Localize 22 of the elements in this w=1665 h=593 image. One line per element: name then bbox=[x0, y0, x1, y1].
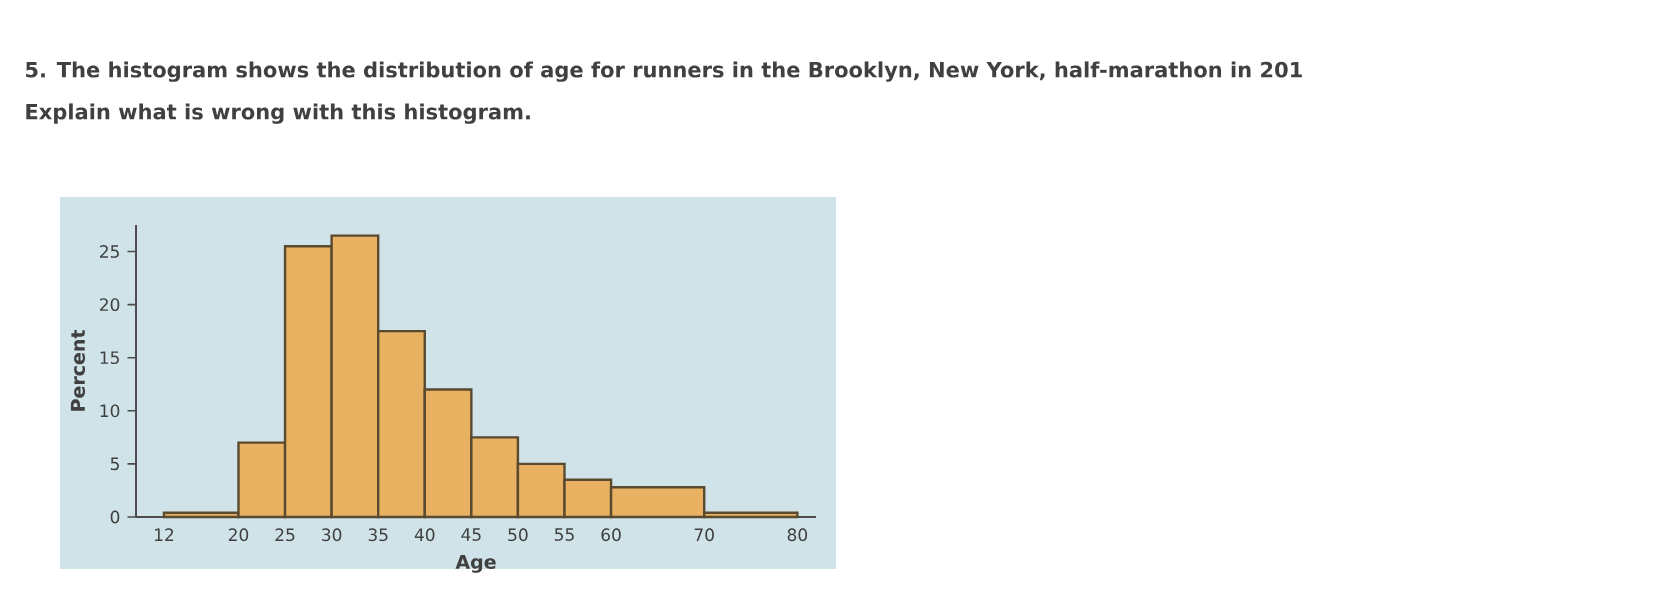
y-tick-label: 25 bbox=[100, 245, 119, 258]
y-tick-label: 15 bbox=[100, 351, 119, 365]
x-tick-label: 45 bbox=[461, 528, 481, 541]
x-tick-label: 50 bbox=[508, 528, 528, 542]
x-tick-label: 40 bbox=[414, 528, 435, 542]
x-tick-label: 60 bbox=[601, 528, 621, 542]
y-axis-title: Percent bbox=[70, 329, 86, 411]
x-tick-label: 12 bbox=[155, 528, 174, 541]
chart-title: 5. The histogram shows the distribution of age for runners in the Brooklyn, New York, half-marathon in 201 bbox=[26, 61, 1302, 82]
y-tick-label: 20 bbox=[100, 298, 120, 312]
x-tick-label: 70 bbox=[694, 528, 714, 542]
chart-subtitle: Explain what is wrong with this histogram. bbox=[26, 103, 530, 124]
x-tick-label: 80 bbox=[787, 528, 808, 542]
x-axis-title: Age bbox=[455, 554, 496, 573]
x-tick-label: 25 bbox=[275, 528, 295, 542]
x-tick-label: 55 bbox=[555, 528, 574, 541]
y-tick-label: 5 bbox=[110, 457, 119, 471]
x-tick-label: 30 bbox=[322, 528, 342, 542]
x-tick-label: 20 bbox=[228, 528, 249, 542]
y-tick-label: 10 bbox=[100, 404, 120, 418]
y-tick-label: 0 bbox=[110, 510, 120, 524]
x-tick-label: 35 bbox=[368, 528, 388, 542]
